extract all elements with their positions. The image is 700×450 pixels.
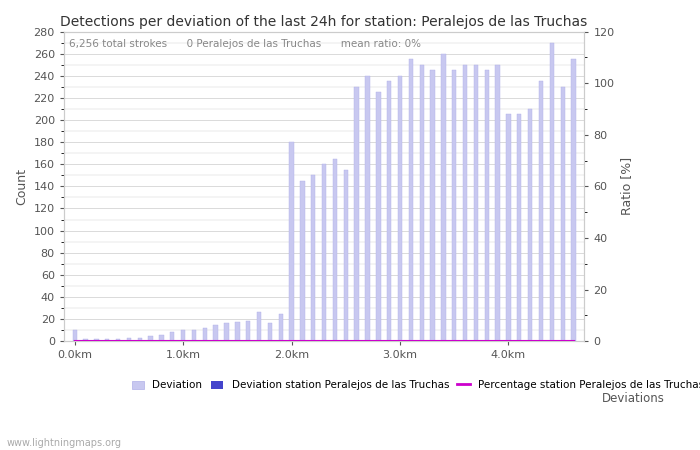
Bar (506, 114, 511, 341)
Bar (246, 321, 251, 341)
Bar (441, 54, 446, 341)
Bar (528, 109, 532, 341)
Bar (203, 328, 207, 341)
Bar (387, 81, 391, 341)
Bar (192, 330, 196, 341)
Bar (279, 314, 283, 341)
Bar (430, 70, 435, 341)
Bar (550, 43, 554, 341)
Bar (322, 164, 326, 341)
Bar (419, 65, 424, 341)
Bar (496, 65, 500, 341)
Bar (474, 65, 478, 341)
Bar (181, 330, 186, 341)
Legend: Deviation, Deviation station Peralejos de las Truchas, Percentage station Perale: Deviation, Deviation station Peralejos d… (132, 380, 700, 391)
Bar (332, 159, 337, 341)
Bar (170, 333, 174, 341)
Bar (452, 70, 456, 341)
Bar (73, 330, 77, 341)
Title: Detections per deviation of the last 24h for station: Peralejos de las Truchas: Detections per deviation of the last 24h… (60, 15, 588, 29)
Bar (311, 176, 316, 341)
Bar (257, 312, 261, 341)
Y-axis label: Count: Count (15, 168, 28, 205)
Bar (463, 65, 468, 341)
Bar (409, 59, 413, 341)
Bar (300, 181, 304, 341)
Bar (354, 87, 359, 341)
Text: www.lightningmaps.org: www.lightningmaps.org (7, 437, 122, 447)
Bar (376, 92, 381, 341)
Bar (224, 324, 229, 341)
Bar (127, 338, 131, 341)
Bar (289, 142, 294, 341)
Bar (138, 338, 142, 341)
Bar (571, 59, 575, 341)
Bar (105, 339, 109, 341)
Bar (517, 114, 522, 341)
Bar (561, 87, 565, 341)
Bar (344, 170, 348, 341)
Bar (235, 322, 239, 341)
Bar (365, 76, 370, 341)
Bar (214, 324, 218, 341)
Bar (398, 76, 402, 341)
Bar (83, 339, 88, 341)
Bar (148, 336, 153, 341)
Text: Deviations: Deviations (602, 392, 665, 405)
Bar (267, 324, 272, 341)
Bar (116, 339, 120, 341)
Y-axis label: Ratio [%]: Ratio [%] (620, 158, 633, 216)
Bar (94, 339, 99, 341)
Bar (160, 334, 164, 341)
Text: 6,256 total strokes      0 Peralejos de las Truchas      mean ratio: 0%: 6,256 total strokes 0 Peralejos de las T… (69, 39, 421, 50)
Bar (539, 81, 543, 341)
Bar (484, 70, 489, 341)
